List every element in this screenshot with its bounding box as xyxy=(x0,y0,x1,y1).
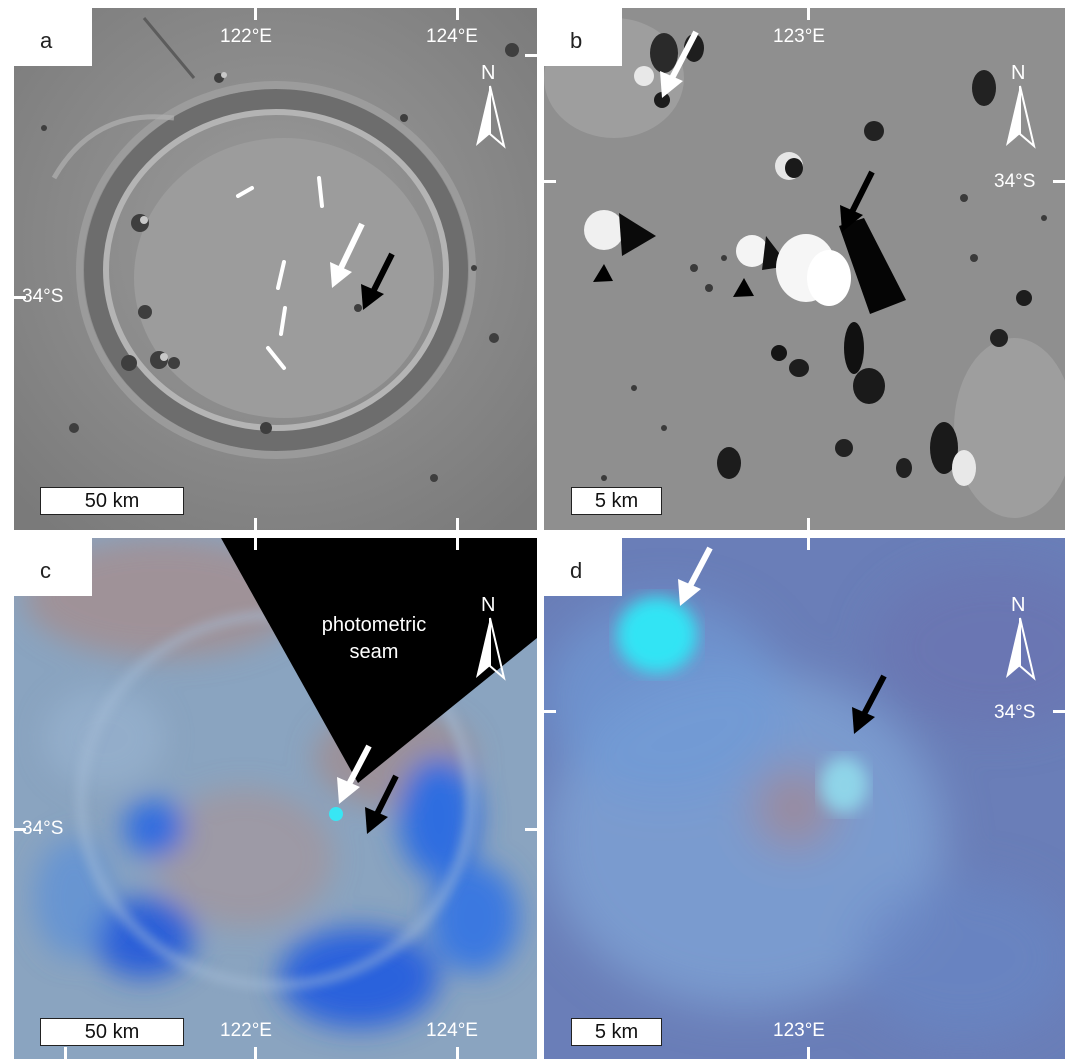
photometric-seam xyxy=(221,538,537,783)
lon-label-a-124: 124°E xyxy=(426,26,478,47)
scale-bar-c: 50 km xyxy=(40,1018,184,1046)
black-arrow-b xyxy=(840,170,875,232)
north-label-a: N xyxy=(481,62,496,84)
lon-label-c-122: 122°E xyxy=(220,1020,272,1041)
black-arrow-d xyxy=(852,674,887,734)
lat-label-a: 34°S xyxy=(22,286,64,307)
tick xyxy=(14,296,26,299)
cyan-spot-d-large xyxy=(617,597,697,673)
tick xyxy=(525,54,537,57)
lon-label-d: 123°E xyxy=(773,1020,825,1041)
tick xyxy=(807,518,810,530)
north-arrow-icon xyxy=(1006,85,1036,149)
black-arrowhead-b1 xyxy=(593,264,613,282)
tick xyxy=(254,1047,257,1059)
panel-d: d 5 km 123°E 34°S N xyxy=(544,538,1065,1059)
white-arrow-b xyxy=(660,30,699,98)
lon-label-b: 123°E xyxy=(773,26,825,47)
white-arrow-a xyxy=(330,222,365,288)
lat-label-c: 34°S xyxy=(22,818,64,839)
lat-label-d: 34°S xyxy=(994,702,1036,723)
cyan-spot-d-small xyxy=(820,757,868,813)
white-arrow-c xyxy=(337,744,372,804)
tick xyxy=(807,538,810,550)
black-arrowhead-b2 xyxy=(733,278,754,297)
panel-b-label: b xyxy=(544,8,622,66)
panel-c-image xyxy=(14,538,537,1059)
north-label-c: N xyxy=(481,594,496,616)
north-arrow-icon xyxy=(476,617,506,681)
tick xyxy=(456,538,459,550)
panel-b: b 5 km 123°E 34°S N xyxy=(544,8,1065,530)
tick xyxy=(807,8,810,20)
panel-a: a 50 km 122°E 124°E 34°S N xyxy=(14,8,537,530)
north-arrow-icon xyxy=(476,85,506,149)
tick xyxy=(456,8,459,20)
panel-b-image xyxy=(544,8,1065,530)
seam-label-line2: seam xyxy=(349,641,399,663)
north-arrow-icon xyxy=(1006,617,1036,681)
crater-floor xyxy=(134,138,434,418)
tick xyxy=(64,1047,67,1059)
tick xyxy=(807,1047,810,1059)
lon-label-a-122: 122°E xyxy=(220,26,272,47)
tick xyxy=(525,828,537,831)
scale-bar-d: 5 km xyxy=(571,1018,662,1046)
tick xyxy=(456,518,459,530)
tick xyxy=(1053,180,1065,183)
lon-label-c-124: 124°E xyxy=(426,1020,478,1041)
seam-label-line1: photometric xyxy=(321,614,427,636)
north-label-d: N xyxy=(1011,594,1026,616)
tick xyxy=(254,518,257,530)
tick xyxy=(544,710,556,713)
crater-rim xyxy=(83,89,469,451)
panel-a-image xyxy=(14,8,537,530)
tick xyxy=(254,538,257,550)
tick xyxy=(14,828,26,831)
panel-d-label: d xyxy=(544,538,622,596)
panel-c: c photometric seam 50 km 122°E 124°E 34°… xyxy=(14,538,537,1059)
tick xyxy=(456,1047,459,1059)
tick xyxy=(544,180,556,183)
panel-a-label: a xyxy=(14,8,92,66)
scale-bar-b: 5 km xyxy=(571,487,662,515)
lat-label-b: 34°S xyxy=(994,171,1036,192)
white-arrow-d xyxy=(678,546,713,606)
scale-bar-a: 50 km xyxy=(40,487,184,515)
tick xyxy=(1053,710,1065,713)
black-arrow-a xyxy=(361,252,395,310)
panel-c-label: c xyxy=(14,538,92,596)
tick xyxy=(254,8,257,20)
north-label-b: N xyxy=(1011,62,1026,84)
cyan-spot-c xyxy=(329,807,343,821)
black-arrow-c xyxy=(365,774,399,834)
panel-d-image xyxy=(544,538,1065,1059)
